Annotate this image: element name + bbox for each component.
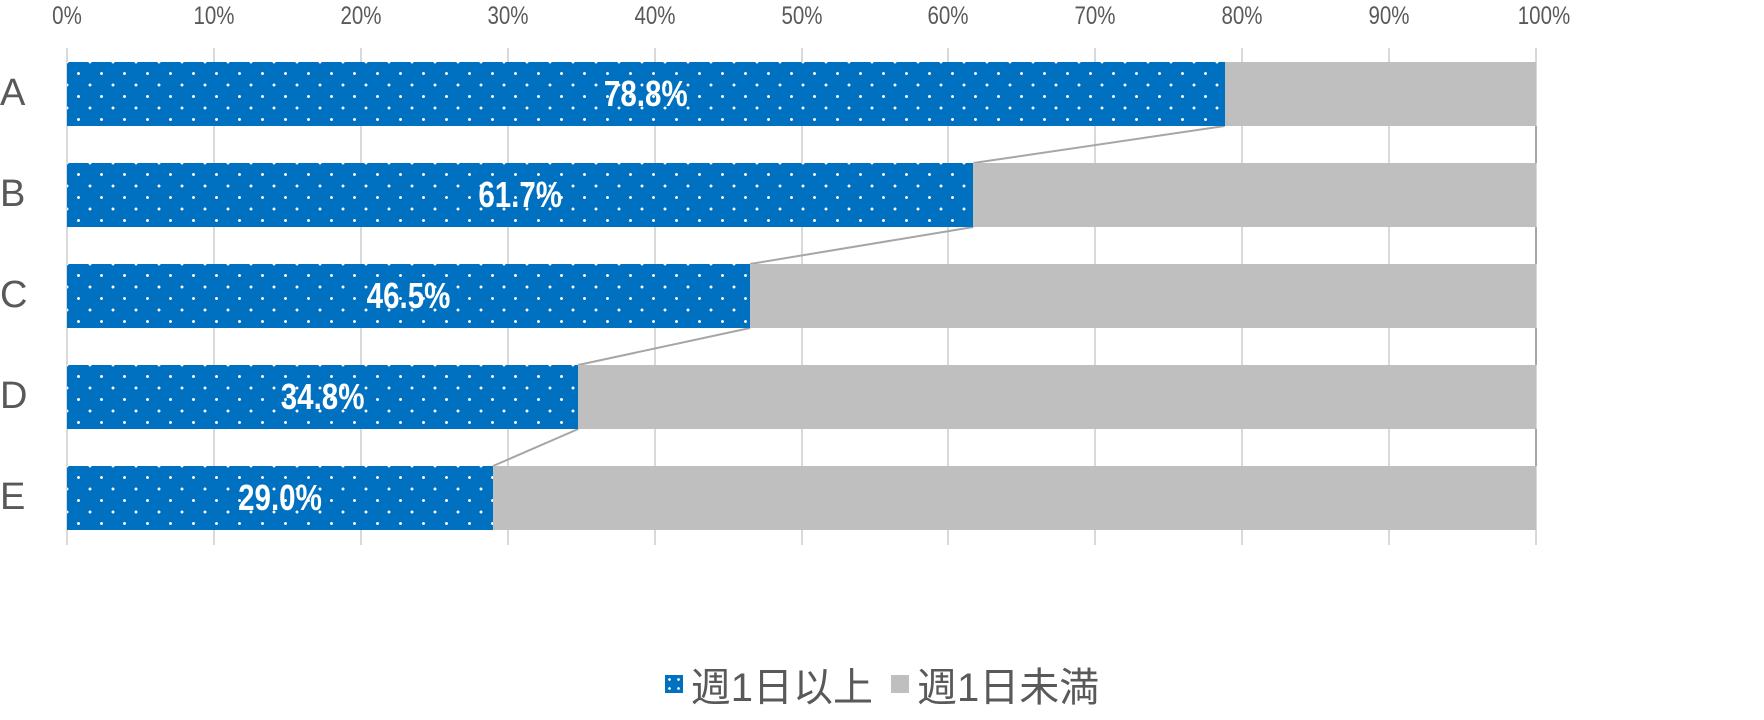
bar-segment-weekly-or-more[interactable]: [67, 62, 1225, 126]
legend-item-less-than-weekly[interactable]: 週1日未満: [891, 655, 1099, 713]
bar-row: 34.8%: [67, 365, 1536, 429]
x-tick-label: 0%: [52, 2, 82, 30]
gridline: [1535, 48, 1537, 545]
x-tick-label: 10%: [193, 2, 235, 30]
x-tick-label: 60%: [927, 2, 969, 30]
bar-segment-weekly-or-more[interactable]: [67, 163, 974, 227]
bar-row: 29.0%: [67, 466, 1536, 530]
bar-segment-less-than-weekly[interactable]: [1224, 62, 1536, 126]
x-tick-label: 30%: [487, 2, 529, 30]
legend-swatch-blue-icon: [664, 675, 683, 693]
category-label: B: [0, 173, 26, 215]
legend-swatch-gray-icon: [891, 675, 909, 693]
bar-segment-weekly-or-more[interactable]: [67, 264, 751, 328]
bar-segment-less-than-weekly[interactable]: [973, 163, 1536, 227]
category-label: A: [0, 72, 26, 114]
category-label: E: [0, 476, 26, 518]
legend-label: 週1日以上: [690, 666, 873, 710]
bar-segment-weekly-or-more[interactable]: [67, 466, 493, 530]
bar-row: 78.8%: [67, 62, 1536, 126]
x-tick-label: 90%: [1368, 2, 1410, 30]
legend-label: 週1日未満: [917, 666, 1100, 710]
category-label: C: [0, 274, 28, 316]
bar-segment-less-than-weekly[interactable]: [578, 365, 1536, 429]
bar-segment-less-than-weekly[interactable]: [493, 466, 1536, 530]
bar-segment-less-than-weekly[interactable]: [750, 264, 1536, 328]
x-tick-label: 20%: [340, 2, 382, 30]
category-label: D: [0, 375, 28, 417]
x-tick-label: 50%: [780, 2, 823, 30]
bar-segment-weekly-or-more[interactable]: [67, 365, 579, 429]
bar-row: 61.7%: [67, 163, 1536, 227]
legend: 週1日以上 週1日未満: [0, 655, 1764, 713]
legend-item-weekly-or-more[interactable]: 週1日以上: [664, 655, 873, 713]
x-tick-label: 100%: [1517, 2, 1571, 30]
x-tick-label: 40%: [634, 2, 676, 30]
x-tick-label: 80%: [1221, 2, 1263, 30]
bar-row: 46.5%: [67, 264, 1536, 328]
x-tick-label: 70%: [1074, 2, 1116, 30]
